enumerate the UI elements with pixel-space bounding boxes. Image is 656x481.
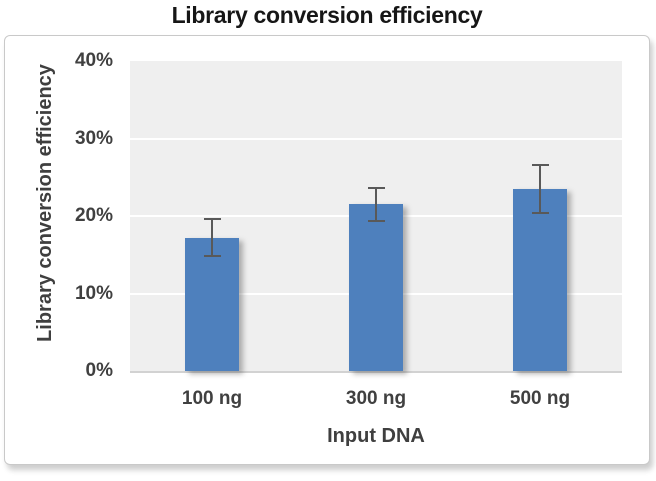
y-tick-label-10: 10% [74, 282, 113, 304]
x-label-300-ng: 300 ng [345, 388, 407, 409]
error-bar-300-ng-bottom-cap [367, 219, 385, 222]
x-axis-title: Input DNA [327, 425, 425, 447]
error-bar-100-ng-top-cap [203, 218, 221, 221]
error-bar-300-ng-top-cap [367, 187, 385, 190]
x-label-100-ng: 100 ng [181, 388, 243, 409]
y-tick-label-20: 20% [74, 205, 113, 226]
error-bar-100-ng-bottom-cap [203, 255, 221, 258]
bar-100-ng [185, 237, 239, 371]
y-tick-label-30: 30% [74, 127, 113, 149]
error-bar-100-ng [211, 219, 213, 257]
y-tick-label-40: 40% [74, 50, 113, 71]
error-bar-300-ng [375, 188, 377, 221]
error-bar-500-ng [539, 164, 541, 213]
x-label-500-ng: 500 ng [509, 388, 571, 409]
y-tick-label-0: 0% [85, 360, 113, 381]
bar-500-ng [513, 188, 567, 371]
error-bar-500-ng-top-cap [531, 163, 549, 166]
error-bar-500-ng-bottom-cap [531, 211, 549, 214]
chart-title: Library conversion efficiency [171, 2, 483, 28]
gridline-30 [130, 137, 622, 140]
plot-area [130, 61, 622, 373]
bar-300-ng [349, 204, 403, 371]
